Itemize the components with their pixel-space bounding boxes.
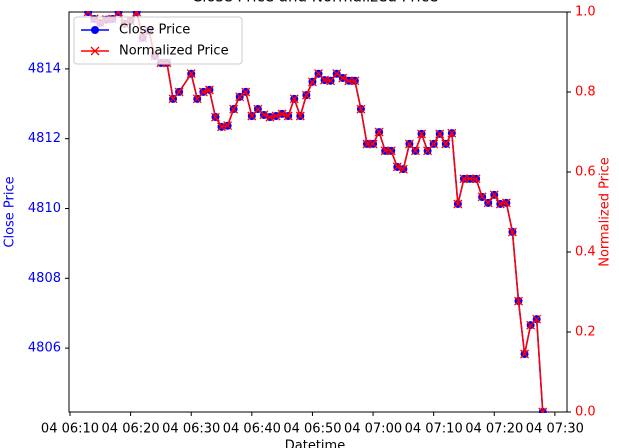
- x-tick-label: 04 06:20: [102, 422, 160, 437]
- point-marker: [398, 164, 408, 174]
- point-marker: [429, 139, 439, 149]
- point-marker: [174, 87, 184, 97]
- point-marker: [507, 227, 517, 237]
- point-marker: [204, 85, 214, 95]
- point-marker: [223, 121, 233, 131]
- point-marker: [91, 26, 99, 34]
- x-tick-label: 04 07:00: [344, 422, 402, 437]
- y2-tick-label: 0.4: [575, 245, 596, 260]
- point-marker: [338, 73, 348, 83]
- point-marker: [386, 146, 396, 156]
- point-marker: [538, 407, 548, 413]
- point-marker: [532, 314, 542, 324]
- point-marker: [417, 129, 426, 139]
- point-marker: [211, 112, 220, 122]
- y-tick-label: 4814: [28, 61, 61, 76]
- point-marker: [368, 139, 378, 149]
- point-marker: [489, 190, 499, 200]
- point-marker: [441, 139, 451, 149]
- x-tick-label: 04 06:40: [223, 422, 281, 437]
- point-marker: [90, 46, 100, 56]
- point-marker: [392, 162, 402, 172]
- plot-frame: [68, 11, 568, 413]
- y2-axis-label: Normalized Price: [598, 157, 613, 267]
- x-tick-label: 04 06:30: [162, 422, 220, 437]
- point-marker: [411, 146, 420, 156]
- x-tick-label: 04 06:10: [41, 422, 99, 437]
- point-marker: [332, 69, 342, 79]
- point-marker: [259, 110, 269, 120]
- point-marker: [289, 94, 299, 104]
- point-marker: [447, 128, 457, 138]
- x-tick-label: 04 06:50: [283, 422, 341, 437]
- point-marker: [435, 129, 445, 139]
- point-marker: [186, 69, 196, 79]
- point-marker: [501, 198, 511, 208]
- point-marker: [241, 87, 251, 97]
- point-marker: [114, 11, 123, 17]
- point-marker: [283, 111, 293, 121]
- point-marker: [356, 104, 366, 114]
- point-marker: [295, 111, 305, 121]
- x-tick-label: 04 07:20: [465, 422, 523, 437]
- point-marker: [271, 111, 281, 121]
- legend-box: [73, 16, 243, 65]
- y2-tick-label: 1.0: [575, 5, 596, 20]
- series: [84, 11, 547, 413]
- chart-title: Close Price and Normalized Price: [192, 0, 438, 6]
- point-marker: [374, 127, 384, 137]
- y-tick-label: 4808: [28, 271, 61, 286]
- x-axis-label: Datetime: [285, 439, 345, 448]
- point-marker: [132, 11, 142, 17]
- y2-tick-label: 0.6: [575, 165, 596, 180]
- point-marker: [307, 77, 317, 87]
- y-axis-label: Close Price: [3, 176, 18, 247]
- series: [83, 11, 548, 413]
- y2-tick-label: 0.2: [575, 325, 596, 340]
- x-tick-label: 04 07:30: [526, 422, 584, 437]
- point-marker: [453, 199, 463, 209]
- point-marker: [235, 92, 245, 102]
- point-marker: [520, 349, 530, 359]
- y-tick-label: 4806: [28, 341, 61, 356]
- point-marker: [483, 198, 493, 208]
- y2-tick-label: 0.8: [575, 85, 596, 100]
- x-tick-label: 04 07:10: [405, 422, 463, 437]
- point-marker: [326, 76, 336, 86]
- y-tick-label: 4812: [28, 131, 61, 146]
- point-marker: [229, 104, 239, 114]
- y-tick-label: 4810: [28, 201, 61, 216]
- point-marker: [277, 109, 287, 119]
- point-marker: [301, 90, 311, 100]
- point-marker: [198, 87, 208, 97]
- point-marker: [471, 174, 481, 184]
- point-marker: [350, 76, 360, 86]
- point-marker: [514, 296, 523, 306]
- legend-label: Close Price: [119, 23, 190, 38]
- legend: Close Price Normalized Price: [73, 16, 243, 65]
- legend-label: Normalized Price: [119, 44, 229, 59]
- y2-tick-label: 0.0: [575, 405, 596, 420]
